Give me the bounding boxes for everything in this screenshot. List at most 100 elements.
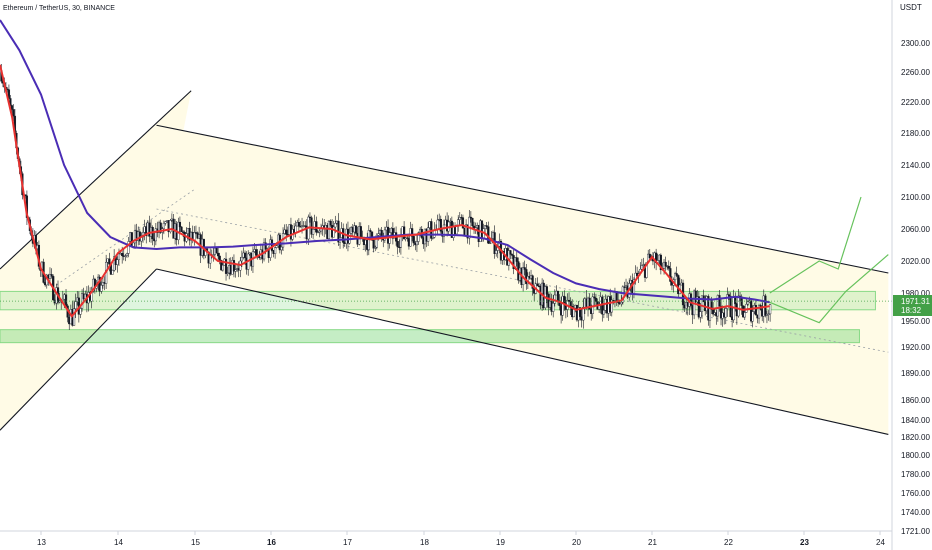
candle-body: [280, 246, 283, 251]
ascending-lower-line[interactable]: [0, 268, 157, 431]
chart-layers: [0, 19, 892, 435]
candle-body: [372, 239, 375, 249]
time-tick-label: 16: [267, 538, 276, 547]
candle-body: [750, 300, 753, 322]
chart-title: Ethereum / TetherUS, 30, BINANCE: [3, 5, 115, 12]
price-tick-label: 1980.00: [901, 289, 930, 298]
time-tick-label: 15: [191, 538, 200, 547]
candle-body: [675, 273, 678, 276]
candle-body: [667, 265, 670, 269]
price-tick-label: 1950.00: [901, 317, 930, 326]
support-zone-2[interactable]: [0, 329, 860, 344]
candle-body: [495, 250, 498, 254]
ascending-channel-fill: [0, 90, 192, 431]
candle-body: [510, 254, 514, 256]
last-price-badge: 1971.31 18:32: [893, 295, 932, 316]
candle-body: [563, 295, 566, 304]
candle-body: [579, 307, 582, 317]
candle-body: [159, 222, 162, 233]
candle-body: [334, 222, 337, 228]
candle-body: [374, 247, 377, 249]
candle-body: [180, 226, 183, 233]
candle-body: [243, 252, 247, 259]
candle-body: [218, 255, 221, 261]
projection-path-2[interactable]: [769, 254, 889, 324]
candle-body: [764, 295, 767, 316]
candle-body: [121, 253, 124, 256]
time-axis[interactable]: 13 14 15 16 17 18 19 20 21 22 23 24: [37, 531, 885, 547]
candle-body: [567, 299, 571, 302]
candle-body: [406, 237, 409, 239]
candle-body: [669, 268, 672, 282]
time-tick-label: 22: [724, 538, 733, 547]
candle-body: [74, 301, 77, 309]
price-tick-label: 2220.00: [901, 98, 930, 107]
candle-body: [58, 300, 61, 303]
candle-body: [369, 230, 372, 232]
candle-body: [403, 226, 406, 240]
candle-body: [125, 253, 129, 256]
candle-body: [458, 217, 461, 220]
channel-lower-line[interactable]: [156, 268, 889, 435]
candle-body: [593, 296, 596, 299]
candle-body: [264, 242, 267, 250]
channel-upper-line[interactable]: [156, 124, 889, 274]
candle-body: [767, 313, 770, 315]
candle-body: [457, 219, 460, 226]
candle-body: [648, 253, 651, 259]
candle-body: [375, 235, 378, 248]
price-tick-label: 2180.00: [901, 129, 930, 138]
price-tick-label: 1890.00: [901, 369, 930, 378]
price-tick-label: 2060.00: [901, 225, 930, 234]
candle-body: [588, 297, 591, 310]
candle-body: [327, 220, 331, 239]
candle-body: [318, 230, 321, 233]
candle-body: [255, 249, 258, 256]
candle-body: [536, 283, 539, 287]
candle-body: [677, 275, 680, 295]
price-axis[interactable]: 2300.00 2260.00 2220.00 2180.00 2140.00 2100.…: [901, 39, 930, 536]
candle-body: [275, 245, 278, 248]
candle-body: [116, 259, 119, 265]
candle-body: [594, 297, 598, 302]
price-tick-label: 1780.00: [901, 470, 930, 479]
candle-body: [132, 242, 135, 247]
candle-body: [178, 221, 182, 228]
time-tick-label: 20: [572, 538, 581, 547]
candle-body: [332, 226, 335, 238]
candle-body: [726, 294, 729, 309]
candle-body: [743, 312, 746, 318]
price-tick-label: 2140.00: [901, 161, 930, 170]
candle-body: [221, 264, 224, 271]
candle-body: [469, 216, 472, 219]
candle-body: [124, 255, 127, 257]
candle-body: [111, 270, 114, 275]
candle-body: [623, 286, 626, 288]
candle-body: [72, 308, 76, 326]
time-tick-label: 18: [420, 538, 429, 547]
candle-body: [754, 305, 757, 316]
price-tick-label: 2100.00: [901, 193, 930, 202]
candle-body: [169, 220, 172, 233]
candle-body: [561, 295, 564, 316]
price-tick-label: 2300.00: [901, 39, 930, 48]
candle-body: [377, 233, 380, 236]
candle-body: [312, 229, 315, 235]
candle-body: [610, 299, 613, 313]
candle-body: [471, 217, 474, 227]
candle-body: [417, 232, 420, 242]
candle-body: [697, 296, 700, 318]
candle-body: [7, 89, 11, 99]
candle-body: [217, 252, 220, 257]
candle-body: [569, 300, 572, 307]
projection-path-1[interactable]: [769, 196, 862, 294]
price-tick-label: 1800.00: [901, 451, 930, 460]
candle-body: [383, 229, 386, 241]
candle-body: [209, 254, 212, 264]
candle-body: [297, 222, 300, 227]
candle-body: [645, 262, 648, 278]
candle-body: [224, 258, 228, 274]
candle-body: [12, 109, 15, 117]
last-price-value: 1971.31: [901, 297, 930, 306]
